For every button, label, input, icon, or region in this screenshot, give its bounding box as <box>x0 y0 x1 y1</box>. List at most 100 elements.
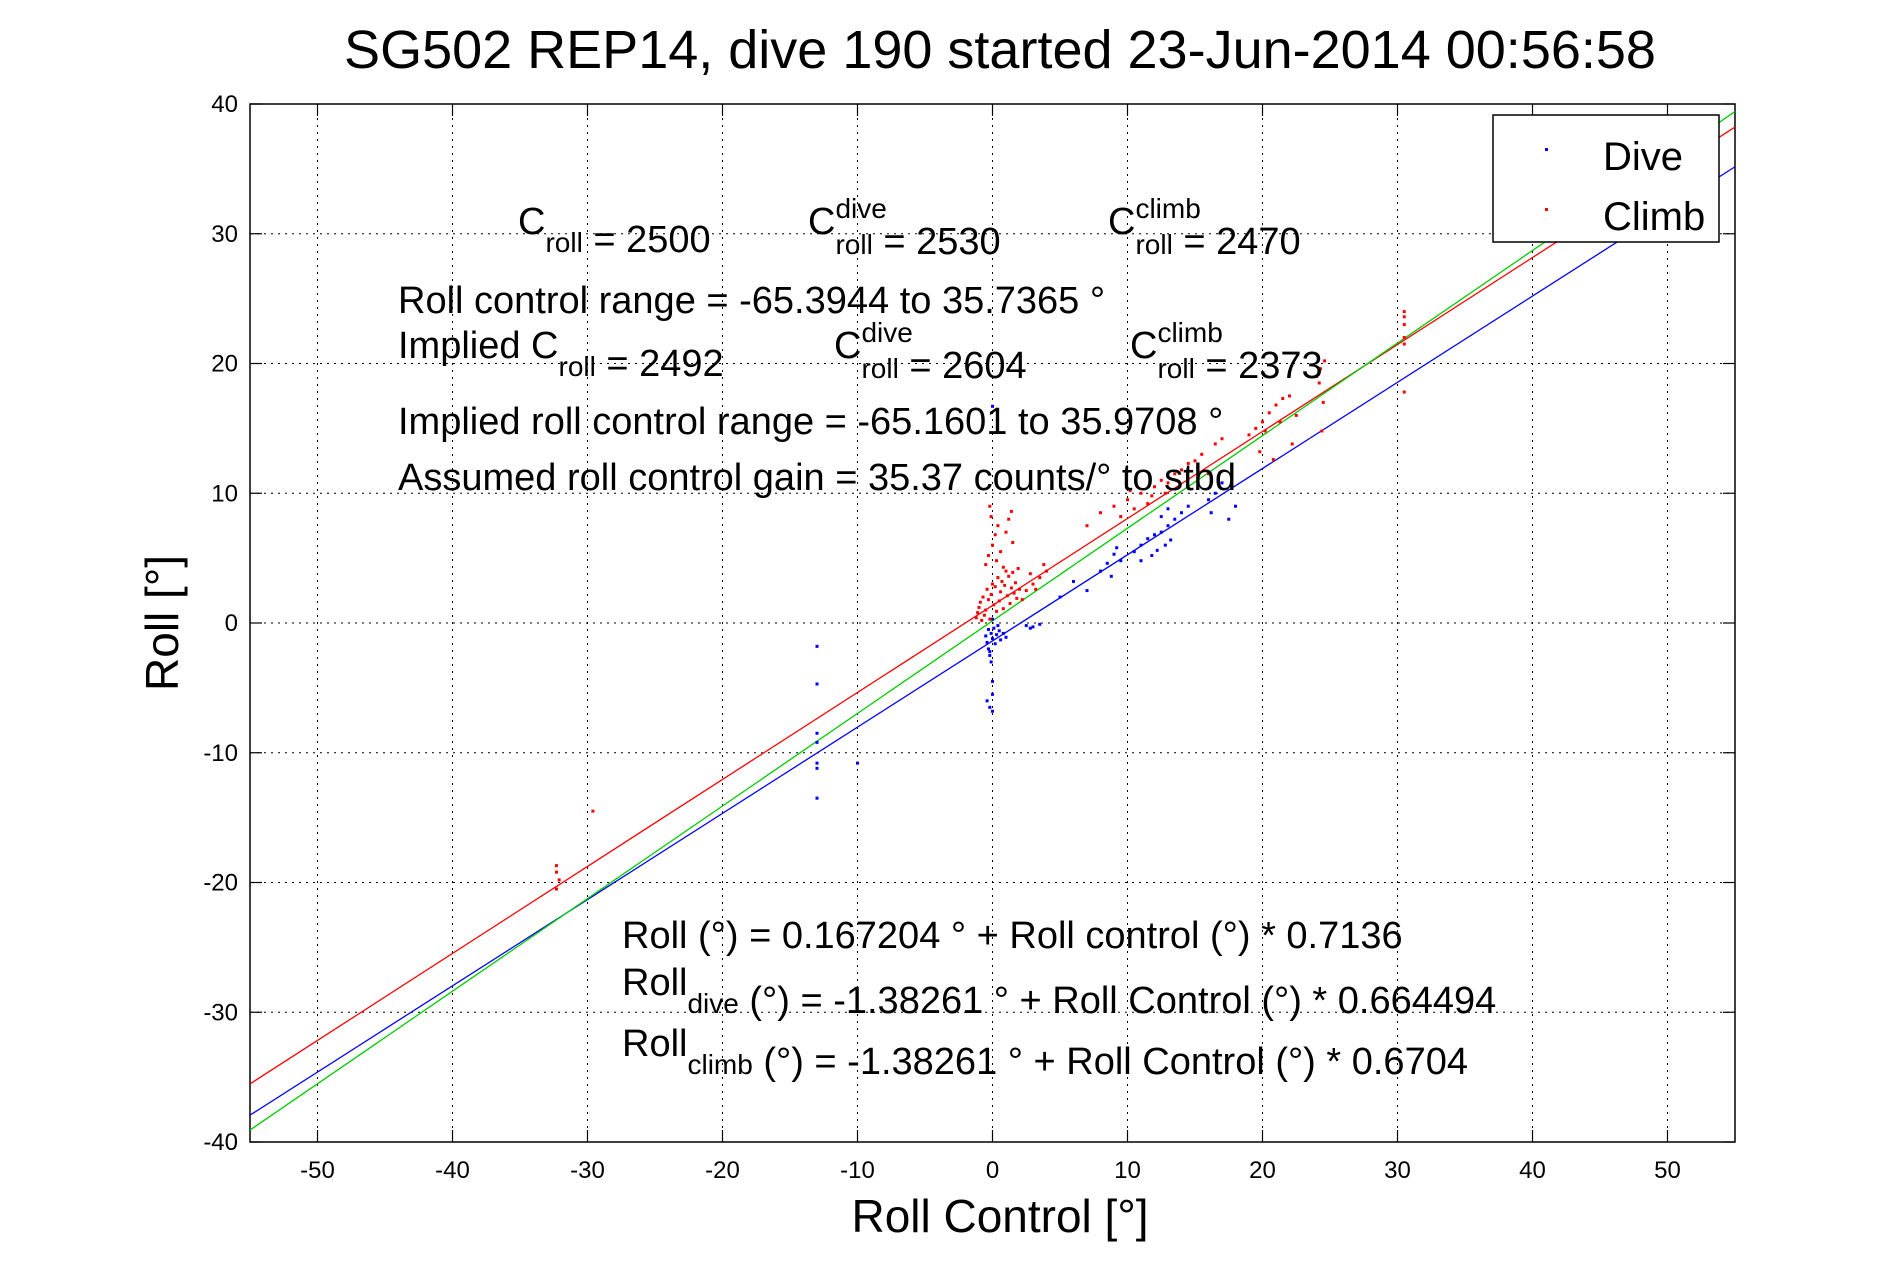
data-point <box>1146 537 1150 541</box>
annotation-c2: Cdive roll = 2530 <box>808 193 1001 263</box>
x-tick-label: -10 <box>840 1157 875 1184</box>
data-point <box>1402 336 1406 340</box>
data-point <box>1207 472 1210 476</box>
data-point <box>1402 342 1406 346</box>
annotation-text: = 2530 <box>873 221 1001 263</box>
annotation-text: Roll <box>622 1023 687 1065</box>
data-point <box>993 585 997 589</box>
data-point <box>1011 541 1015 545</box>
data-point <box>991 404 994 408</box>
data-point <box>988 650 992 654</box>
y-tick-label: 20 <box>211 351 238 378</box>
data-point <box>1180 511 1183 515</box>
data-point <box>1317 381 1321 385</box>
data-point <box>1007 574 1011 578</box>
fit-line-2 <box>249 111 1736 1131</box>
data-point <box>1038 622 1042 626</box>
data-point <box>1024 624 1028 628</box>
annotation-text: = 2492 <box>596 343 724 385</box>
data-point <box>984 634 988 638</box>
data-point <box>1004 530 1008 534</box>
data-point <box>996 524 1000 528</box>
annotation-subscript: dive <box>687 988 738 1019</box>
data-point <box>974 616 978 620</box>
data-point <box>999 590 1003 594</box>
annotation-rcr: Roll control range = -65.3944 to 35.7365… <box>398 280 1105 322</box>
data-point <box>1112 504 1116 508</box>
data-point <box>1155 548 1159 552</box>
data-point <box>995 609 999 613</box>
chart-title: SG502 REP14, dive 190 started 23-Jun-201… <box>344 20 1656 80</box>
y-tick-label: 30 <box>211 221 238 248</box>
data-point <box>986 554 990 558</box>
legend-label-dive: Dive <box>1603 135 1683 179</box>
data-point <box>1099 569 1102 573</box>
data-point <box>1200 452 1204 456</box>
data-point <box>1166 507 1170 511</box>
data-point <box>980 618 984 622</box>
data-point <box>1196 465 1200 469</box>
data-point <box>1128 489 1132 493</box>
data-point <box>1173 472 1177 476</box>
data-point <box>1294 413 1298 417</box>
data-point <box>1166 481 1170 485</box>
annotation-text: C <box>1130 325 1157 367</box>
series-climb <box>554 310 1406 891</box>
data-point <box>1402 315 1406 319</box>
data-point <box>984 608 988 612</box>
data-point <box>1009 509 1013 513</box>
data-point <box>1132 550 1136 554</box>
data-point <box>1115 546 1119 550</box>
data-point <box>991 543 994 547</box>
annotation-eq3: Rollclimb (°) = -1.38261 ° + Roll Contro… <box>622 1023 1468 1083</box>
data-point <box>1186 504 1190 508</box>
data-point <box>1290 442 1294 446</box>
data-point <box>1258 450 1262 454</box>
data-point <box>1213 442 1217 446</box>
data-point <box>1402 390 1406 394</box>
data-point <box>1011 570 1015 574</box>
annotation-text: = 2604 <box>899 345 1027 387</box>
y-tick-label: -10 <box>203 740 238 767</box>
annotation-text: C <box>808 201 835 243</box>
y-tick-label: -20 <box>203 870 238 897</box>
y-axis-label: Roll [°] <box>136 555 188 691</box>
x-tick-label: 20 <box>1249 1157 1276 1184</box>
annotation-superscript: dive <box>861 317 912 348</box>
data-point <box>986 598 990 602</box>
data-point <box>1159 530 1163 534</box>
data-point <box>1001 631 1005 635</box>
data-point <box>1012 591 1016 595</box>
data-point <box>988 705 992 709</box>
data-point <box>1126 498 1129 502</box>
legend-box <box>1492 114 1720 243</box>
data-point <box>1278 420 1282 424</box>
data-point <box>1402 310 1406 314</box>
annotation-text: = 2373 <box>1195 345 1323 387</box>
data-point <box>554 864 558 868</box>
data-point <box>1234 504 1237 508</box>
annotation-text: Assumed roll control gain = 35.37 counts… <box>398 457 1236 499</box>
x-tick-label: 40 <box>1519 1157 1546 1184</box>
x-axis-label: Roll Control [°] <box>851 1190 1148 1242</box>
data-point <box>1159 478 1163 482</box>
data-point <box>1031 625 1035 629</box>
data-point <box>1173 517 1177 521</box>
data-point <box>1159 515 1163 519</box>
annotation-text: Implied C <box>398 325 559 367</box>
data-point <box>1013 581 1017 585</box>
data-point <box>1163 543 1167 547</box>
data-point <box>989 660 993 664</box>
data-point <box>1004 569 1008 573</box>
data-point <box>1288 394 1291 398</box>
fit-line-1 <box>249 166 1736 1116</box>
data-point <box>1028 572 1032 576</box>
annotation-superscript: climb <box>1135 193 1200 224</box>
data-point <box>1015 596 1019 600</box>
annotation-subscript: roll <box>1157 353 1194 384</box>
data-point <box>1209 511 1213 515</box>
data-point <box>1112 552 1116 556</box>
data-point <box>1038 576 1042 580</box>
data-point <box>1139 559 1143 563</box>
data-point <box>985 640 989 644</box>
